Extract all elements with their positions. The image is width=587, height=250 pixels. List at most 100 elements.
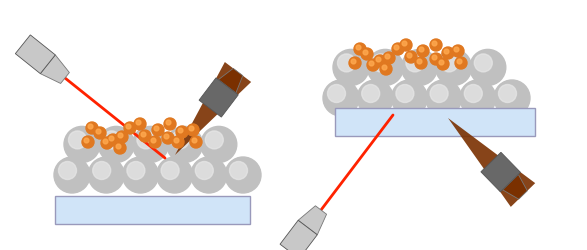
Circle shape: [474, 54, 492, 72]
Circle shape: [162, 132, 174, 144]
Polygon shape: [15, 35, 55, 74]
Circle shape: [118, 133, 123, 138]
Circle shape: [498, 84, 517, 102]
Circle shape: [430, 53, 442, 65]
Circle shape: [349, 57, 361, 69]
Circle shape: [470, 50, 506, 86]
Circle shape: [126, 124, 131, 129]
Circle shape: [394, 45, 399, 50]
Polygon shape: [218, 68, 243, 93]
Polygon shape: [298, 206, 326, 235]
Circle shape: [134, 118, 146, 130]
Circle shape: [380, 63, 392, 75]
Circle shape: [201, 126, 237, 162]
Circle shape: [164, 134, 169, 139]
Circle shape: [107, 134, 119, 146]
Circle shape: [189, 126, 194, 131]
Circle shape: [460, 80, 496, 116]
Circle shape: [114, 142, 126, 154]
Polygon shape: [481, 152, 521, 192]
Circle shape: [94, 127, 106, 139]
Circle shape: [164, 118, 176, 130]
Circle shape: [123, 157, 158, 193]
Circle shape: [103, 139, 108, 144]
Circle shape: [98, 126, 134, 162]
Circle shape: [333, 50, 369, 86]
Circle shape: [136, 120, 141, 125]
Circle shape: [363, 50, 368, 55]
Circle shape: [457, 59, 462, 64]
Circle shape: [426, 80, 461, 116]
Circle shape: [174, 138, 179, 143]
Circle shape: [436, 50, 471, 86]
Circle shape: [191, 157, 227, 193]
Circle shape: [356, 45, 361, 50]
Circle shape: [141, 132, 146, 137]
Circle shape: [430, 84, 448, 102]
Circle shape: [417, 59, 422, 64]
Polygon shape: [175, 62, 251, 155]
Circle shape: [494, 80, 530, 116]
Circle shape: [88, 124, 93, 129]
Circle shape: [103, 131, 121, 149]
Circle shape: [84, 138, 89, 143]
Circle shape: [139, 130, 151, 142]
Circle shape: [127, 162, 145, 180]
Circle shape: [338, 54, 356, 72]
Circle shape: [402, 41, 407, 46]
Circle shape: [116, 131, 128, 143]
Circle shape: [369, 61, 374, 66]
Circle shape: [351, 59, 356, 64]
Polygon shape: [448, 118, 535, 207]
Circle shape: [392, 43, 404, 55]
Circle shape: [464, 84, 483, 102]
Circle shape: [452, 45, 464, 57]
Circle shape: [171, 131, 189, 149]
Circle shape: [455, 57, 467, 69]
Circle shape: [367, 50, 403, 86]
Circle shape: [372, 54, 390, 72]
Circle shape: [69, 131, 86, 149]
Circle shape: [152, 124, 164, 136]
Circle shape: [195, 162, 213, 180]
Circle shape: [374, 55, 386, 67]
Circle shape: [383, 52, 395, 64]
Circle shape: [149, 136, 161, 148]
Circle shape: [328, 84, 346, 102]
Circle shape: [124, 122, 136, 134]
Circle shape: [64, 126, 100, 162]
Circle shape: [432, 55, 437, 60]
Circle shape: [192, 138, 197, 143]
Circle shape: [361, 48, 373, 60]
Circle shape: [178, 128, 183, 133]
Circle shape: [419, 47, 424, 52]
Circle shape: [167, 126, 203, 162]
Polygon shape: [41, 55, 69, 84]
Circle shape: [230, 162, 248, 180]
Circle shape: [157, 157, 193, 193]
Circle shape: [396, 84, 414, 102]
Circle shape: [96, 129, 101, 134]
Circle shape: [166, 120, 171, 125]
Circle shape: [430, 39, 442, 51]
Circle shape: [354, 43, 366, 55]
Circle shape: [376, 57, 381, 62]
Circle shape: [133, 126, 168, 162]
Circle shape: [109, 136, 114, 141]
Circle shape: [154, 126, 159, 131]
Circle shape: [392, 80, 427, 116]
Circle shape: [54, 157, 90, 193]
Circle shape: [176, 126, 188, 138]
Circle shape: [437, 58, 449, 70]
Circle shape: [402, 50, 437, 86]
Circle shape: [439, 60, 444, 65]
Circle shape: [382, 65, 387, 70]
Circle shape: [137, 131, 155, 149]
Polygon shape: [502, 174, 527, 199]
Bar: [335, 108, 535, 136]
Circle shape: [444, 49, 449, 54]
Circle shape: [442, 47, 454, 59]
Circle shape: [406, 54, 424, 72]
Polygon shape: [280, 220, 318, 250]
Circle shape: [82, 136, 94, 148]
